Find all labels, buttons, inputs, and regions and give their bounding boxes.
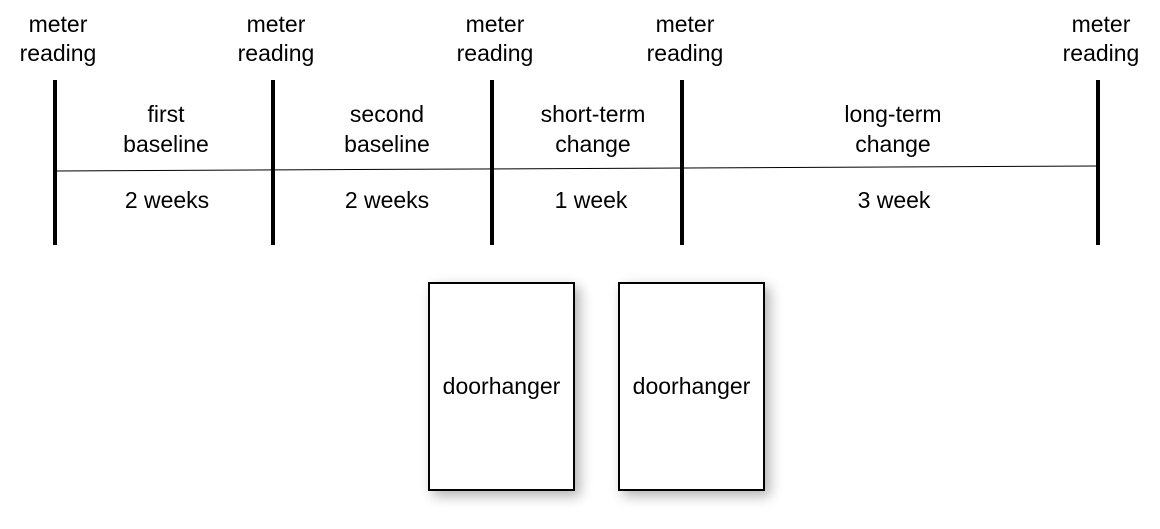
timeline-diagram: meter reading meter reading meter readin… [0,0,1160,529]
segment-label-3: long-term change [838,100,948,160]
doorhanger-box-1: doorhanger [618,282,765,491]
tick-4 [1096,80,1100,245]
doorhanger-box-0: doorhanger [428,282,575,491]
tick-0 [53,80,57,245]
segment-label-2: short-term change [533,100,653,160]
duration-label-0: 2 weeks [122,187,212,214]
duration-label-3: 3 week [854,187,934,214]
tick-label-0: meter reading [18,10,98,68]
tick-1 [271,80,275,245]
tick-3 [680,80,684,245]
segment-label-1: second baseline [342,100,432,160]
tick-2 [490,80,494,245]
tick-label-3: meter reading [645,10,725,68]
duration-label-1: 2 weeks [342,187,432,214]
tick-label-2: meter reading [455,10,535,68]
tick-label-4: meter reading [1061,10,1141,68]
segment-label-0: first baseline [121,100,211,160]
duration-label-2: 1 week [551,187,631,214]
doorhanger-label-1: doorhanger [633,373,751,400]
tick-label-1: meter reading [236,10,316,68]
doorhanger-label-0: doorhanger [443,373,561,400]
axis-line [0,0,1160,529]
